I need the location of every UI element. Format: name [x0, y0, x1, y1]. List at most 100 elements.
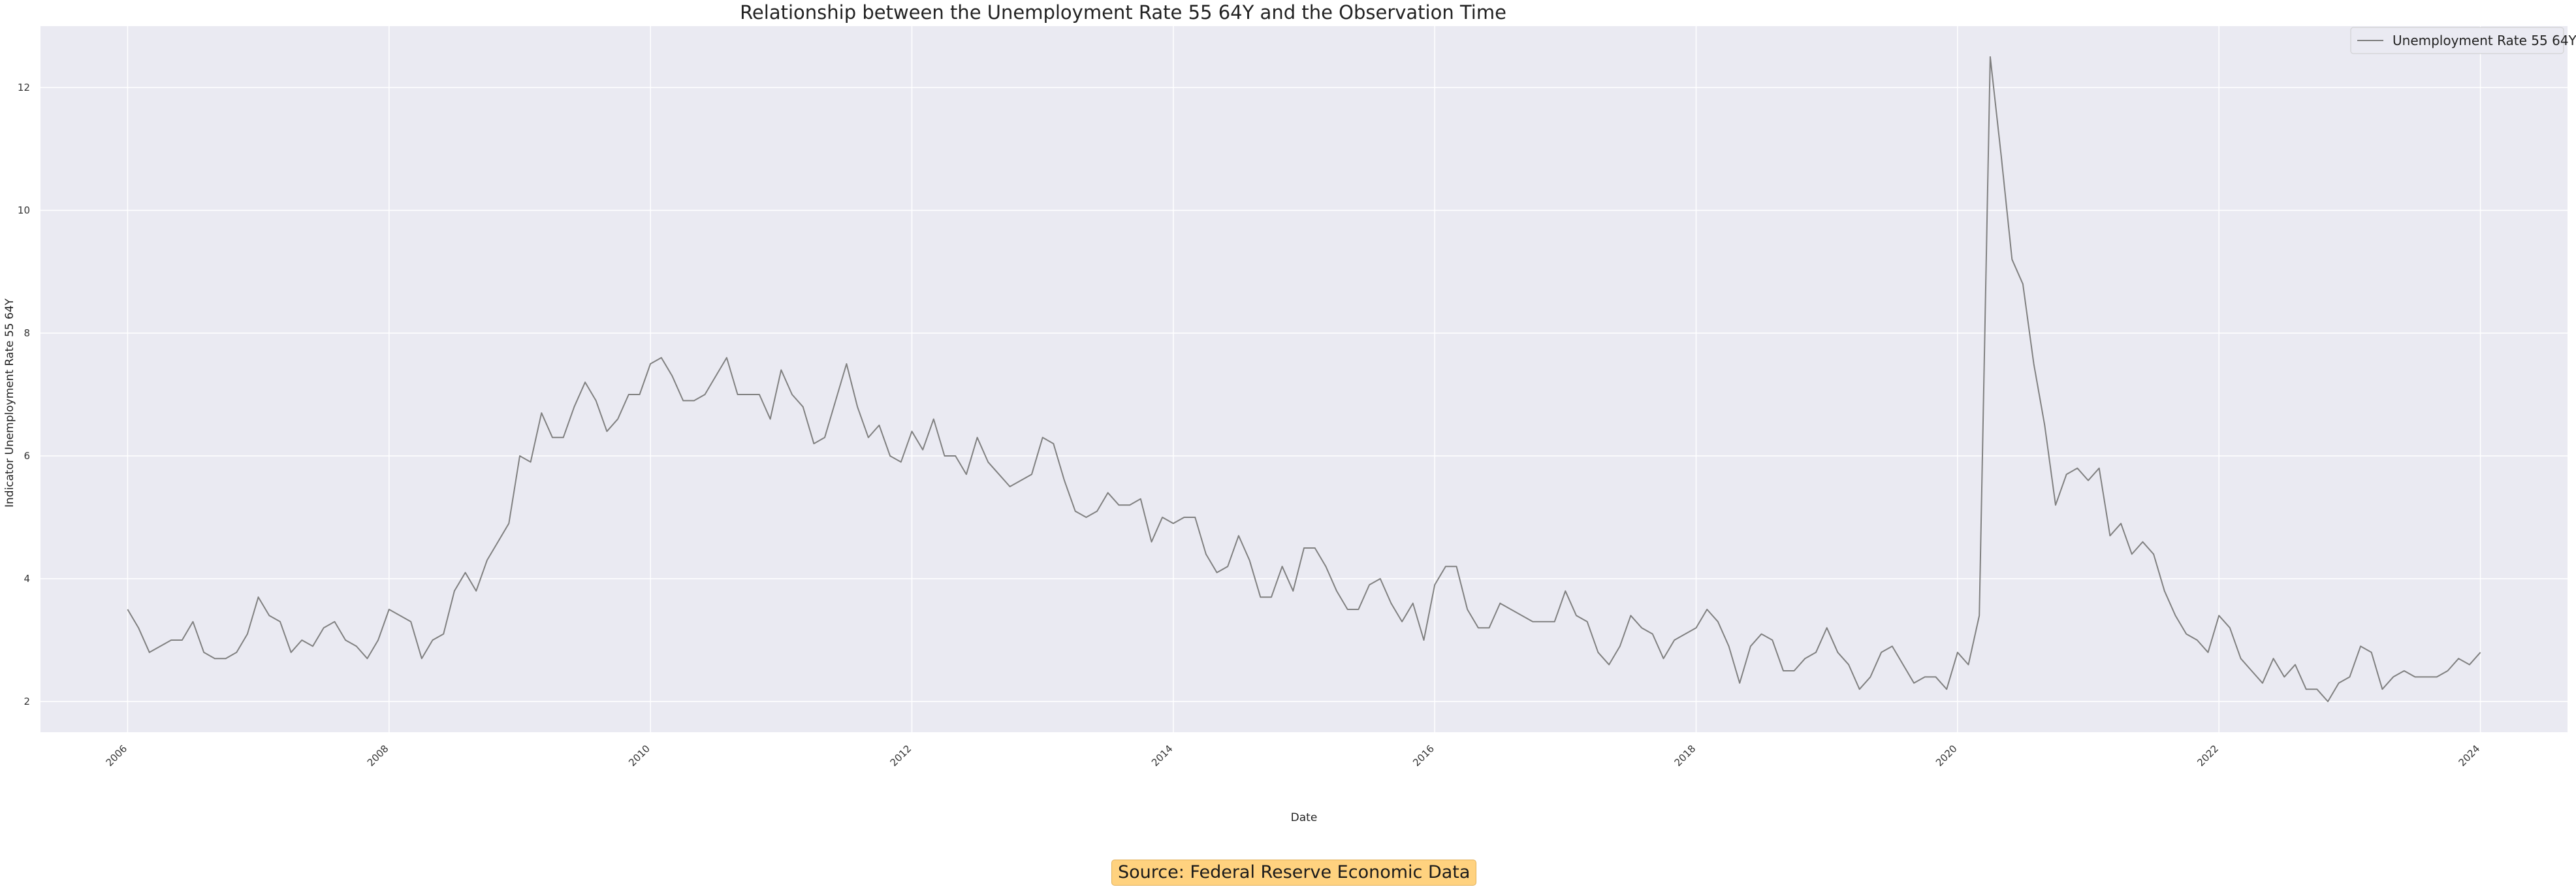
data-point: [519, 455, 520, 457]
data-point: [400, 615, 401, 617]
data-point: [1086, 517, 1087, 518]
data-point: [1576, 615, 1577, 617]
data-point: [1510, 609, 1512, 610]
data-point: [1696, 627, 1697, 628]
data-point: [1957, 652, 1958, 653]
data-point: [835, 400, 836, 402]
data-point: [737, 394, 739, 395]
data-point: [1216, 572, 1218, 573]
data-point: [1314, 547, 1316, 549]
data-point: [193, 621, 194, 622]
data-point: [345, 639, 346, 641]
data-point: [1826, 627, 1828, 628]
data-point: [323, 627, 325, 628]
data-point: [617, 419, 618, 420]
data-point: [1630, 615, 1632, 617]
data-point: [607, 431, 608, 432]
x-tick-label: 2012: [888, 743, 914, 769]
data-point: [486, 560, 488, 561]
data-point: [1326, 566, 1327, 567]
data-point: [1706, 609, 1708, 610]
data-point: [443, 634, 444, 635]
data-point: [1783, 670, 1784, 671]
data-point: [1096, 511, 1098, 512]
data-point: [302, 639, 303, 641]
gridlines: [40, 26, 2568, 732]
data-point: [160, 646, 161, 647]
data-point: [693, 400, 695, 402]
data-point: [1238, 535, 1239, 536]
x-tick-label: 2010: [626, 743, 652, 769]
data-point: [552, 437, 553, 438]
data-point: [1162, 517, 1163, 518]
data-point: [846, 363, 848, 364]
data-point: [138, 627, 139, 628]
data-point: [1543, 621, 1544, 622]
legend: Unemployment Rate 55 64Y: [2350, 27, 2576, 54]
data-point: [530, 462, 532, 463]
data-point: [1533, 621, 1534, 622]
data-point: [236, 652, 238, 653]
data-point: [2306, 688, 2307, 690]
data-point: [498, 541, 499, 543]
data-point: [389, 609, 390, 610]
data-point: [748, 394, 750, 395]
data-point: [2164, 590, 2165, 592]
x-tick-label: 2008: [365, 743, 391, 769]
data-point: [2480, 652, 2481, 653]
data-point: [203, 652, 204, 653]
data-point: [2077, 468, 2078, 469]
data-point: [1565, 590, 1566, 592]
data-point: [1968, 664, 1969, 666]
data-point: [661, 357, 662, 359]
data-point: [2044, 425, 2046, 426]
data-point: [170, 639, 172, 641]
legend-box: [2350, 27, 2564, 54]
data-point: [998, 474, 1000, 475]
y-tick-label: 12: [18, 82, 30, 93]
data-point: [2186, 634, 2187, 635]
data-point: [454, 590, 455, 592]
data-point: [1423, 639, 1425, 641]
data-point: [367, 658, 368, 659]
data-point: [1021, 480, 1022, 481]
data-point: [584, 381, 586, 383]
data-point: [2033, 363, 2035, 364]
data-point: [1010, 486, 1011, 487]
source-note: Source: Federal Reserve Economic Data: [1111, 860, 1477, 886]
data-point: [1772, 639, 1773, 641]
data-point: [2262, 683, 2263, 684]
data-point: [1587, 621, 1588, 622]
x-tick-label: 2024: [2457, 743, 2483, 769]
data-point: [912, 431, 913, 432]
data-point: [279, 621, 281, 622]
data-point: [1173, 523, 1174, 524]
data-point: [889, 455, 891, 457]
data-point: [2371, 652, 2372, 653]
data-point: [682, 400, 684, 402]
y-tick-label: 6: [24, 450, 30, 462]
data-point: [1260, 596, 1262, 598]
x-tick-label: 2022: [2195, 743, 2221, 769]
data-point: [127, 609, 129, 610]
y-axis-ticks: 2 4 6 8 10 12: [18, 82, 30, 707]
data-point: [977, 437, 978, 438]
data-point: [2415, 677, 2416, 678]
data-point: [1042, 437, 1043, 438]
data-point: [2153, 554, 2154, 555]
data-point: [2208, 652, 2209, 653]
data-point: [2197, 639, 2198, 641]
data-point: [933, 419, 934, 420]
data-point: [1859, 688, 1860, 690]
data-point: [2273, 658, 2274, 659]
data-point: [639, 394, 641, 395]
data-point: [1870, 677, 1871, 678]
data-point: [1641, 627, 1642, 628]
data-point: [1663, 658, 1664, 659]
data-point: [1271, 596, 1272, 598]
data-point: [1031, 474, 1032, 475]
data-point: [1598, 652, 1599, 653]
data-point: [2142, 541, 2144, 543]
data-point: [258, 596, 259, 598]
